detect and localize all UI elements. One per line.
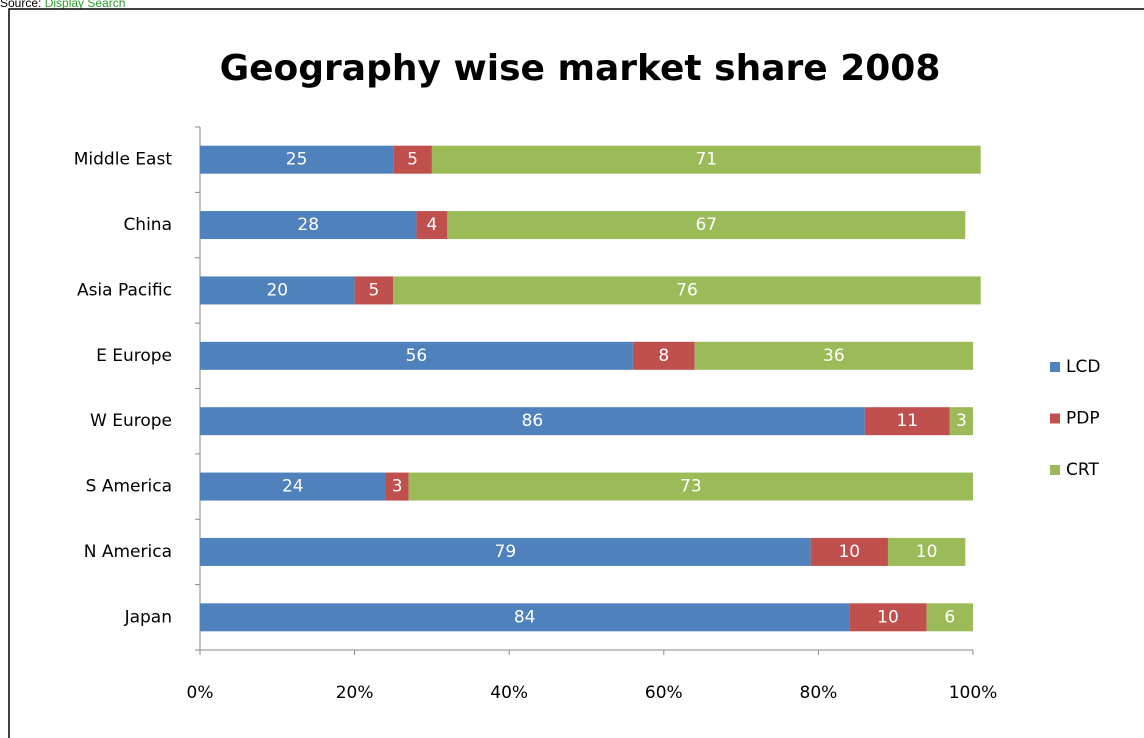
value-label: 67 <box>695 215 717 235</box>
bar-segment <box>200 603 850 632</box>
y-tick-label: S America <box>86 477 172 497</box>
y-tick-label: N America <box>84 542 172 562</box>
bar-segment <box>849 603 927 632</box>
bar-segment <box>949 407 973 436</box>
x-tick-label: 80% <box>800 683 838 703</box>
value-label: 73 <box>680 477 702 497</box>
source-label: Source: <box>0 0 42 10</box>
bar-segment <box>200 211 417 240</box>
value-label: 11 <box>896 411 918 431</box>
x-tick-label: 60% <box>645 683 683 703</box>
value-label: 76 <box>676 280 698 300</box>
bar-segment <box>887 537 966 566</box>
value-label: 79 <box>495 542 517 562</box>
bar-segment <box>393 276 981 305</box>
bar-segment <box>926 603 973 632</box>
chart-title: Geography wise market share 2008 <box>220 48 941 89</box>
source: Source: Display Search <box>0 0 125 10</box>
value-label: 28 <box>297 215 319 235</box>
bar-segment <box>447 211 966 240</box>
legend-label: LCD <box>1066 357 1100 377</box>
bar-segment <box>200 407 865 436</box>
value-label: 24 <box>282 477 304 497</box>
legend-swatch <box>1050 362 1060 372</box>
bar-segment <box>200 472 386 501</box>
frame <box>8 8 1144 738</box>
value-label: 10 <box>916 542 938 562</box>
value-label: 8 <box>658 346 669 366</box>
value-label: 71 <box>695 150 717 170</box>
y-tick-label: Asia Pacific <box>77 280 172 300</box>
bar-segment <box>694 341 973 370</box>
y-tick-label: E Europe <box>96 346 172 366</box>
bar-segment <box>200 341 633 370</box>
y-tick-label: Middle East <box>74 150 173 170</box>
bar-segment <box>416 211 448 240</box>
value-label: 6 <box>944 607 955 627</box>
legend-label: CRT <box>1066 460 1099 480</box>
legend-label: PDP <box>1066 409 1100 429</box>
value-label: 5 <box>369 280 380 300</box>
x-tick-label: 20% <box>336 683 374 703</box>
bar-segment <box>431 145 981 174</box>
value-label: 4 <box>426 215 437 235</box>
bar-segment <box>200 276 355 305</box>
x-tick-label: 0% <box>187 683 214 703</box>
y-tick-label: Japan <box>124 607 172 627</box>
bar-segment <box>354 276 394 305</box>
bar-segment <box>408 472 974 501</box>
legend-swatch <box>1050 465 1060 475</box>
value-label: 56 <box>406 346 428 366</box>
value-label: 3 <box>956 411 967 431</box>
bar-segment <box>393 145 432 174</box>
value-label: 36 <box>823 346 845 366</box>
value-label: 86 <box>522 411 544 431</box>
bar-segment <box>385 472 409 501</box>
x-tick-label: 40% <box>490 683 528 703</box>
value-label: 3 <box>392 477 403 497</box>
legend-swatch <box>1050 413 1060 424</box>
bar-segment <box>864 407 950 436</box>
y-tick-label: China <box>123 215 172 235</box>
value-label: 10 <box>838 542 860 562</box>
y-tick-label: W Europe <box>90 411 172 431</box>
value-label: 10 <box>877 607 899 627</box>
bar-segment <box>200 145 394 174</box>
bar-segment <box>810 537 888 566</box>
bar-segment <box>632 341 695 370</box>
value-label: 20 <box>266 280 288 300</box>
bar-segment <box>200 537 811 566</box>
value-label: 84 <box>514 607 536 627</box>
x-tick-label: 100% <box>949 683 998 703</box>
value-label: 25 <box>286 150 308 170</box>
value-label: 5 <box>407 150 418 170</box>
source-link[interactable]: Display Search <box>44 0 126 10</box>
